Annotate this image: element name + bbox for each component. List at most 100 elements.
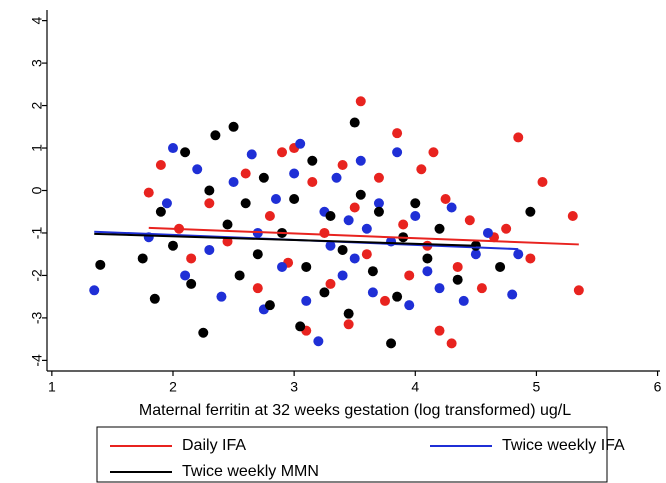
point bbox=[228, 177, 239, 188]
point bbox=[289, 193, 300, 204]
y-tick-label: -4 bbox=[29, 354, 45, 367]
point bbox=[204, 185, 215, 196]
point bbox=[180, 270, 191, 281]
point bbox=[422, 266, 433, 277]
point bbox=[319, 287, 330, 298]
point bbox=[392, 128, 403, 139]
point bbox=[537, 177, 548, 188]
point bbox=[434, 283, 445, 294]
point bbox=[567, 210, 578, 221]
point bbox=[464, 215, 475, 226]
point bbox=[325, 240, 336, 251]
legend-label: Daily IFA bbox=[182, 437, 246, 454]
point bbox=[240, 198, 251, 209]
x-tick-label: 3 bbox=[290, 379, 298, 395]
point bbox=[89, 285, 100, 296]
point bbox=[440, 193, 451, 204]
point bbox=[410, 210, 421, 221]
fit-line bbox=[148, 226, 579, 246]
y-tick-label: 2 bbox=[29, 101, 45, 109]
point bbox=[361, 223, 372, 234]
point bbox=[337, 244, 348, 255]
point bbox=[392, 147, 403, 158]
point bbox=[252, 249, 263, 260]
point bbox=[525, 253, 536, 264]
x-tick-label: 1 bbox=[48, 379, 56, 395]
point bbox=[331, 172, 342, 183]
point bbox=[277, 261, 288, 272]
point bbox=[373, 198, 384, 209]
point bbox=[149, 293, 160, 304]
point bbox=[404, 270, 415, 281]
point bbox=[325, 210, 336, 221]
x-tick-label: 2 bbox=[169, 379, 177, 395]
point bbox=[258, 172, 269, 183]
point bbox=[264, 300, 275, 311]
y-tick-label: -3 bbox=[29, 311, 45, 324]
x-tick-label: 4 bbox=[411, 379, 419, 395]
point bbox=[349, 253, 360, 264]
point bbox=[513, 249, 524, 260]
point bbox=[155, 206, 166, 217]
point bbox=[452, 274, 463, 285]
point bbox=[501, 223, 512, 234]
point bbox=[386, 338, 397, 349]
point bbox=[301, 295, 312, 306]
y-tick-label: -1 bbox=[29, 227, 45, 240]
point bbox=[434, 325, 445, 336]
point bbox=[373, 172, 384, 183]
point bbox=[398, 219, 409, 230]
point bbox=[264, 210, 275, 221]
point bbox=[404, 300, 415, 311]
point bbox=[452, 261, 463, 272]
point bbox=[289, 168, 300, 179]
x-tick-label: 5 bbox=[533, 379, 541, 395]
point bbox=[216, 291, 227, 302]
point bbox=[270, 193, 281, 204]
point bbox=[234, 270, 245, 281]
legend-label: Twice weekly MMN bbox=[182, 463, 319, 480]
point bbox=[210, 130, 221, 141]
point bbox=[307, 155, 318, 166]
point bbox=[143, 187, 154, 198]
point bbox=[379, 295, 390, 306]
point bbox=[349, 202, 360, 213]
y-tick-label: 0 bbox=[29, 186, 45, 194]
point bbox=[198, 327, 209, 338]
point bbox=[222, 219, 233, 230]
x-axis-label: Maternal ferritin at 32 weeks gestation … bbox=[139, 402, 571, 419]
point bbox=[137, 253, 148, 264]
point bbox=[458, 295, 469, 306]
point bbox=[240, 168, 251, 179]
point bbox=[513, 132, 524, 143]
point bbox=[277, 147, 288, 158]
point bbox=[228, 121, 239, 132]
point bbox=[446, 202, 457, 213]
point bbox=[204, 198, 215, 209]
point bbox=[410, 198, 421, 209]
point bbox=[428, 147, 439, 158]
point bbox=[167, 143, 178, 154]
point bbox=[155, 160, 166, 171]
legend-label: Twice weekly IFA bbox=[502, 437, 625, 454]
point bbox=[95, 259, 106, 270]
point bbox=[204, 244, 215, 255]
x-tick-label: 6 bbox=[654, 379, 662, 395]
point bbox=[495, 261, 506, 272]
y-tick-label: 4 bbox=[29, 17, 45, 25]
point bbox=[349, 117, 360, 128]
point bbox=[180, 147, 191, 158]
point bbox=[301, 261, 312, 272]
point bbox=[325, 278, 336, 289]
point bbox=[355, 189, 366, 200]
point bbox=[434, 223, 445, 234]
point bbox=[343, 308, 354, 319]
point bbox=[307, 177, 318, 188]
point bbox=[373, 206, 384, 217]
point bbox=[422, 253, 433, 264]
point bbox=[470, 249, 481, 260]
point bbox=[337, 160, 348, 171]
y-tick-label: 1 bbox=[29, 144, 45, 152]
point bbox=[482, 227, 493, 238]
